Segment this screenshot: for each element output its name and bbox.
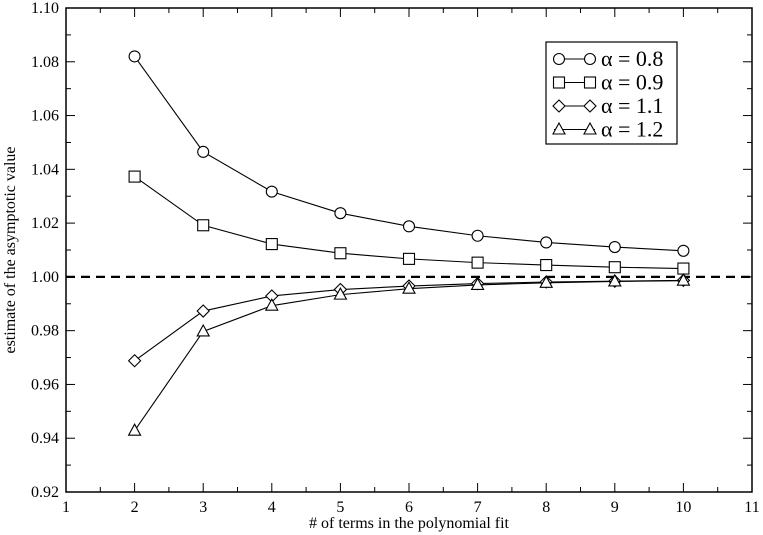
legend-marker: [552, 52, 566, 66]
legend-box: [545, 41, 678, 145]
legend-item: α = 0.8: [552, 46, 663, 71]
data-point: [265, 185, 278, 198]
legend-item: α = 0.9: [552, 70, 663, 95]
legend-label: α = 0.9: [601, 70, 663, 95]
series-circle: [128, 50, 690, 257]
data-point: [540, 236, 553, 249]
legend-label: α = 1.2: [601, 117, 663, 142]
data-point: [471, 229, 484, 242]
x-tick-label: 3: [199, 499, 207, 516]
x-tick-label: 8: [542, 499, 550, 516]
data-point: [128, 170, 141, 183]
data-point: [402, 281, 416, 294]
legend-label: α = 1.1: [601, 93, 663, 118]
data-point: [539, 275, 554, 288]
data-point: [196, 304, 210, 318]
legend-marker: [552, 121, 566, 135]
legend-item: α = 1.2: [552, 117, 663, 142]
data-point: [540, 259, 553, 272]
data-point: [677, 244, 690, 257]
x-tick-label: 5: [336, 499, 344, 516]
legend-marker: [583, 99, 597, 113]
y-tick-label: 0.94: [31, 430, 59, 447]
x-tick-label: 10: [675, 499, 691, 516]
data-point: [608, 261, 621, 274]
legend-marker: [583, 121, 597, 135]
data-point: [402, 220, 416, 233]
legend-marker: [552, 76, 566, 89]
legend: α = 0.8α = 0.9α = 1.1α = 1.2: [545, 41, 678, 145]
x-tick-label: 9: [611, 499, 619, 516]
data-point: [197, 145, 210, 158]
data-point: [127, 423, 142, 436]
legend-item: α = 1.1: [552, 93, 663, 118]
y-tick-label: 1.10: [31, 0, 59, 17]
legend-marker: [583, 52, 597, 66]
data-point: [128, 50, 141, 63]
data-point: [471, 256, 484, 269]
y-tick-label: 0.92: [31, 484, 59, 501]
x-tick-label: 6: [405, 499, 413, 516]
data-point: [334, 207, 347, 220]
x-tick-label: 4: [268, 499, 276, 516]
y-tick-label: 1.02: [31, 215, 59, 232]
data-point: [264, 298, 279, 311]
x-tick-label: 1: [62, 499, 70, 516]
data-point: [196, 323, 211, 337]
x-axis-title: # of terms in the polynomial fit: [309, 515, 510, 532]
data-point: [470, 277, 485, 291]
x-tick-label: 7: [474, 499, 482, 516]
x-tick-label: 2: [131, 499, 139, 516]
y-tick-label: 1.00: [31, 269, 59, 286]
data-point: [608, 240, 621, 254]
data-point: [676, 273, 691, 286]
y-tick-label: 1.08: [31, 54, 59, 71]
data-point: [677, 262, 690, 275]
data-point: [607, 273, 622, 287]
data-point: [127, 354, 142, 368]
legend-label: α = 0.8: [601, 46, 663, 71]
y-tick-label: 1.06: [31, 108, 59, 125]
y-tick-label: 0.96: [31, 376, 59, 393]
data-point: [402, 252, 416, 265]
series-group: [127, 50, 691, 436]
data-point: [333, 286, 348, 300]
y-tick-label: 1.04: [31, 161, 59, 178]
series-line: [134, 280, 684, 432]
y-axis-title: estimate of the asymptotic value: [2, 146, 19, 353]
x-tick-label: 11: [744, 499, 759, 516]
series-triangle: [127, 273, 691, 436]
y-tick-label: 0.98: [31, 323, 59, 340]
data-point: [334, 247, 347, 260]
data-point: [197, 219, 210, 232]
legend-marker: [552, 99, 566, 113]
axes: 1 2 3 4 5 6 7 8 9 10 11 0.92 0.94 0.96 0.98 1.00 1.02 1.0…: [31, 0, 760, 516]
legend-marker: [583, 76, 597, 89]
data-point: [265, 238, 278, 251]
